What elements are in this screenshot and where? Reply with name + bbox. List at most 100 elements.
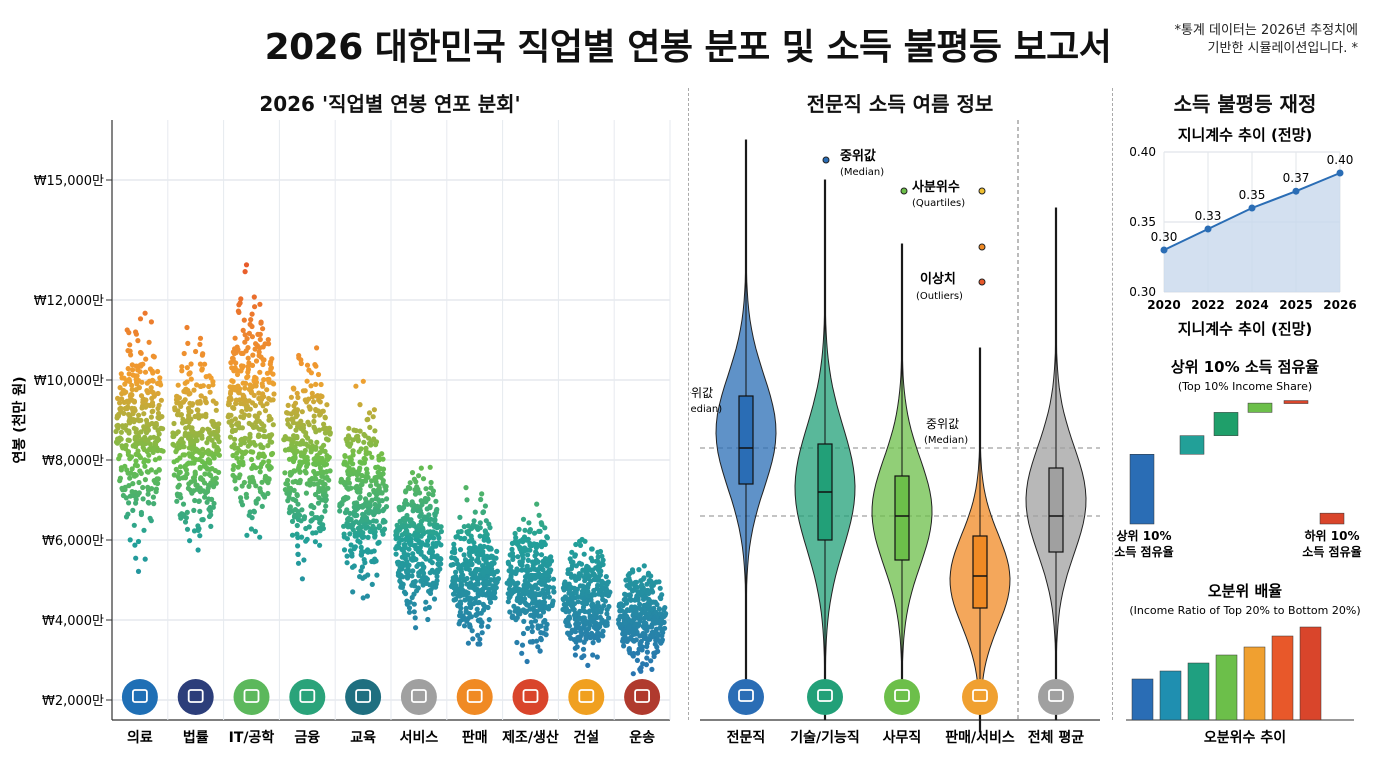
swarm-point	[297, 480, 303, 486]
swarm-point	[232, 474, 238, 480]
swarm-point	[570, 605, 576, 611]
swarm-point	[561, 587, 567, 593]
quintile-subtitle: (Income Ratio of Top 20% to Bottom 20%)	[1129, 604, 1360, 617]
swarm-point	[175, 408, 181, 414]
swarm-point	[353, 519, 359, 525]
swarm-point	[371, 548, 377, 554]
swarm-point	[507, 590, 513, 596]
swarm-point	[317, 542, 323, 548]
swarm-point	[365, 547, 371, 553]
x-tick-label: 판매	[462, 730, 488, 746]
swarm-point	[626, 607, 633, 613]
swarm-point	[210, 504, 216, 510]
swarm-point	[520, 630, 527, 637]
swarm-point	[233, 384, 239, 390]
swarm-point	[202, 494, 208, 500]
swarm-point	[249, 334, 255, 340]
swarm-point	[492, 595, 498, 601]
icon-glyph	[187, 689, 204, 703]
swarm-point	[230, 452, 236, 459]
swarm-point	[475, 641, 481, 647]
swarm-point	[249, 400, 256, 406]
gini-y-label: 0.40	[1129, 145, 1156, 159]
swarm-point	[530, 597, 537, 603]
y-tick-label: ₩4,000만	[42, 614, 104, 629]
swarm-point	[298, 426, 304, 432]
swarm-point	[600, 557, 606, 563]
swarm-point	[136, 479, 142, 486]
swarm-point	[434, 553, 440, 559]
swarm-point	[419, 518, 425, 524]
swarm-point	[184, 324, 190, 331]
swarm-point	[401, 550, 407, 556]
swarm-point	[208, 523, 214, 529]
quintile-bar	[1159, 670, 1182, 721]
swarm-point	[457, 613, 463, 619]
swarm-point	[359, 549, 365, 555]
swarm-point	[425, 538, 431, 544]
swarm-point	[141, 411, 147, 417]
swarm-point	[417, 490, 423, 496]
swarm-point	[455, 529, 462, 535]
swarm-point	[543, 572, 550, 578]
swarm-point	[600, 591, 607, 597]
swarm-point	[178, 403, 184, 409]
swarm-point	[238, 368, 244, 374]
swarm-point	[641, 620, 647, 626]
swarm-point	[115, 436, 121, 442]
swarm-point	[152, 457, 158, 463]
swarm-point	[656, 606, 662, 612]
swarm-point	[197, 361, 203, 367]
swarm-point	[133, 458, 139, 464]
laptop-icon	[233, 679, 270, 715]
swarm-point	[373, 496, 379, 502]
swarm-point	[507, 581, 513, 588]
swarm-point	[257, 489, 264, 495]
swarm-point	[257, 336, 263, 343]
gini-point	[1292, 187, 1300, 195]
swarm-point	[571, 637, 577, 643]
swarm-point	[266, 477, 272, 483]
swarm-point	[424, 506, 430, 512]
swarm-point	[128, 352, 134, 358]
swarm-point	[430, 529, 437, 535]
swarm-point	[644, 640, 650, 646]
swarm-point	[304, 362, 311, 368]
swarm-point	[343, 462, 350, 468]
swarm-point	[643, 595, 650, 601]
swarm-point	[637, 633, 643, 639]
swarm-point	[362, 433, 368, 439]
money-icon	[289, 679, 326, 715]
swarm-point	[171, 459, 177, 465]
swarm-point	[369, 497, 375, 503]
swarm-point	[580, 604, 587, 610]
swarm-point	[481, 543, 487, 550]
swarm-point	[148, 414, 154, 420]
swarm-point	[191, 387, 197, 393]
swarm-point	[246, 386, 252, 392]
waterfall-bar	[1247, 402, 1273, 413]
swarm-point	[347, 531, 353, 537]
swarm-point	[461, 524, 467, 530]
swarm-point	[132, 471, 138, 477]
swarm-point	[301, 514, 308, 520]
swarm-point	[631, 587, 637, 593]
swarm-point	[135, 448, 141, 454]
swarm-point	[129, 387, 135, 393]
swarm-point	[401, 523, 407, 529]
swarm-point	[396, 504, 402, 511]
swarm-point	[240, 327, 246, 333]
swarm-point	[367, 424, 373, 430]
swarm-point	[243, 262, 250, 268]
swarm-point	[525, 567, 531, 573]
swarm-point	[355, 437, 361, 443]
swarm-point	[257, 534, 263, 540]
swarm-point	[418, 549, 424, 555]
swarm-point	[372, 509, 378, 515]
y-tick-label: ₩15,000만	[34, 174, 104, 189]
swarm-point	[451, 545, 457, 551]
swarm-point	[185, 387, 191, 394]
swarm-point	[370, 523, 376, 529]
swarm-point	[354, 476, 360, 483]
swarm-point	[199, 352, 205, 358]
